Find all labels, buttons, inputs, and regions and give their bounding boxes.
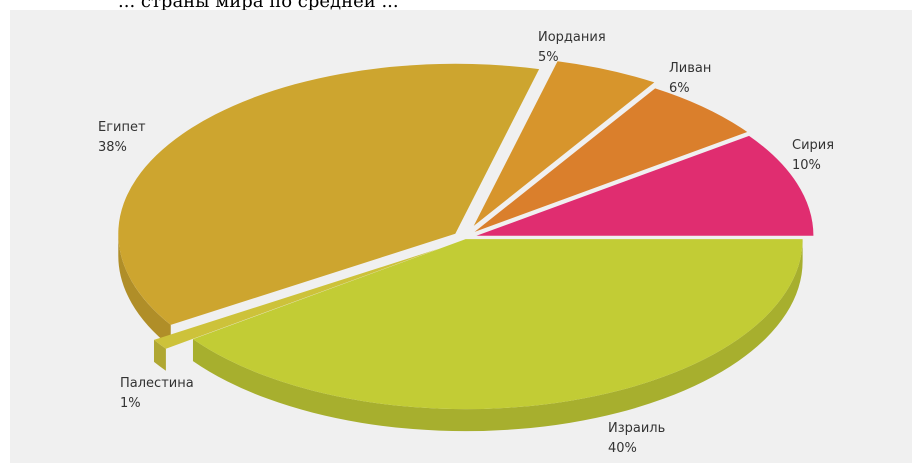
slice-percent-0: 40% (608, 441, 637, 456)
slice-label-1: Палестина (120, 376, 194, 391)
slice-percent-2: 38% (98, 140, 127, 155)
slice-label-4: Ливан (669, 61, 711, 76)
slice-label-5: Сирия (792, 138, 834, 153)
chart-area: Израиль 40% Палестина 1% Египет 38% Иордания 5%… (10, 10, 912, 463)
pie-slice-5[interactable] (476, 135, 814, 236)
pie-slice-side-1 (153, 339, 166, 371)
pie-slice-3[interactable] (473, 61, 655, 226)
pie-slice-side-0 (192, 239, 803, 432)
slice-percent-4: 6% (669, 81, 690, 96)
slice-label-0: Израиль (608, 421, 665, 436)
slice-label-3: Иордания (538, 30, 606, 45)
pie-slice-2[interactable] (118, 63, 540, 325)
slice-percent-1: 1% (120, 396, 141, 411)
pie-slice-side-2 (118, 233, 171, 347)
slice-label-2: Египет (98, 120, 146, 135)
slice-percent-3: 5% (538, 50, 559, 65)
pie-slice-0[interactable] (192, 239, 803, 410)
slice-percent-5: 10% (792, 158, 821, 173)
pie-slice-1[interactable] (153, 248, 439, 349)
pie-chart: Израиль 40% Палестина 1% Египет 38% Иордания 5%… (98, 30, 834, 456)
page-title: ... страны мира по средней ... (118, 0, 399, 12)
pie-slice-4[interactable] (474, 88, 748, 232)
